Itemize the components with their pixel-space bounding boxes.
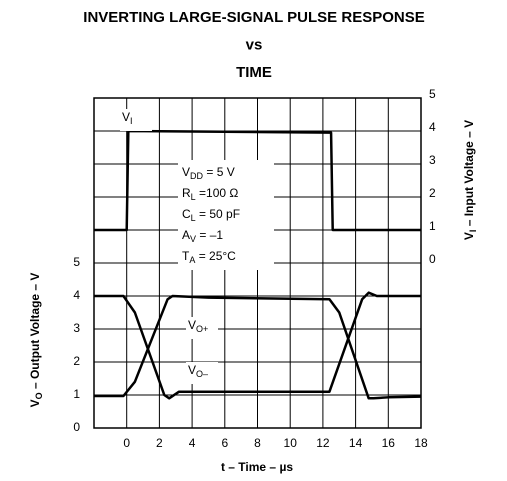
x-tick-label: 8 — [254, 436, 261, 450]
series-label-bg — [186, 317, 218, 339]
series-line — [94, 294, 422, 400]
chart-title: TIME — [236, 64, 272, 81]
series-label: VO+ — [188, 318, 208, 334]
condition-sub: L — [191, 192, 196, 202]
condition-sub: L — [191, 213, 196, 223]
series-label: VI — [122, 110, 133, 126]
y2-tick-label: 4 — [429, 120, 436, 134]
x-tick-label: 10 — [284, 436, 298, 450]
y2-axis-label: VI – Input Voltage – V — [462, 120, 478, 240]
x-tick-label: 6 — [221, 436, 228, 450]
y-axis-label-base: V — [28, 399, 42, 407]
condition-rest: =100 Ω — [196, 186, 239, 200]
y2-tick-label: 5 — [429, 87, 436, 101]
condition-rest: = 25°C — [195, 249, 236, 263]
series-label-bg — [120, 109, 152, 131]
series-label-base: V — [122, 110, 130, 124]
y-tick-label: 0 — [73, 420, 80, 434]
y2-tick-label: 1 — [429, 219, 436, 233]
y-axis-label-sub: O — [34, 392, 44, 399]
condition-base: R — [182, 186, 191, 200]
condition-base: V — [182, 165, 190, 179]
series-label-base: V — [188, 318, 196, 332]
x-tick-label: 14 — [349, 436, 363, 450]
series-line — [94, 291, 421, 400]
x-tick-label: 16 — [382, 436, 396, 450]
chart-title: vs — [246, 36, 263, 53]
plot-frame — [93, 97, 422, 429]
condition: VDD = 5 V — [182, 165, 235, 181]
condition-base: A — [182, 228, 190, 242]
x-tick-label: 2 — [156, 436, 163, 450]
condition-rest: = –1 — [196, 228, 223, 242]
y2-tick-label: 0 — [429, 252, 436, 266]
condition-base: T — [182, 249, 190, 263]
x-tick-label: 12 — [316, 436, 330, 450]
x-tick-label: 0 — [123, 436, 130, 450]
condition: RL =100 Ω — [182, 186, 238, 202]
condition-rest: = 5 V — [203, 165, 235, 179]
condition-rest: = 50 pF — [196, 207, 240, 221]
condition: TA = 25°C — [182, 249, 236, 265]
y-axis-label: VO – Output Voltage – V — [28, 273, 44, 408]
series-label: VO– — [188, 363, 208, 379]
y2-axis-label-sub: I — [468, 230, 478, 233]
condition-sub: V — [190, 234, 196, 244]
y-tick-label: 5 — [73, 255, 80, 269]
series-label-sub: O+ — [196, 324, 208, 334]
y-tick-label: 1 — [73, 387, 80, 401]
conditions-box — [178, 160, 274, 270]
series-label-base: V — [188, 363, 196, 377]
condition: CL = 50 pF — [182, 207, 240, 223]
y-tick-label: 4 — [73, 288, 80, 302]
condition-sub: A — [189, 255, 195, 265]
series-label-sub: O– — [196, 369, 208, 379]
y2-axis-label-base: V — [462, 232, 476, 240]
condition-sub: DD — [190, 171, 203, 181]
series-label-sub: I — [130, 116, 133, 126]
condition: AV = –1 — [182, 228, 223, 244]
series-label-bg — [186, 362, 218, 384]
condition-base: C — [182, 207, 191, 221]
y-tick-label: 2 — [73, 354, 80, 368]
series-line — [94, 129, 421, 232]
y-axis-label-rest: – Output Voltage – V — [28, 273, 42, 393]
x-axis-label: t – Time – µs — [221, 460, 293, 474]
y2-axis-label-rest: – Input Voltage – V — [462, 120, 476, 230]
x-tick-label: 4 — [189, 436, 196, 450]
y2-tick-label: 2 — [429, 186, 436, 200]
chart-title: INVERTING LARGE-SIGNAL PULSE RESPONSE — [83, 9, 424, 26]
y-tick-label: 3 — [73, 321, 80, 335]
y2-tick-label: 3 — [429, 153, 436, 167]
x-tick-label: 18 — [414, 436, 428, 450]
